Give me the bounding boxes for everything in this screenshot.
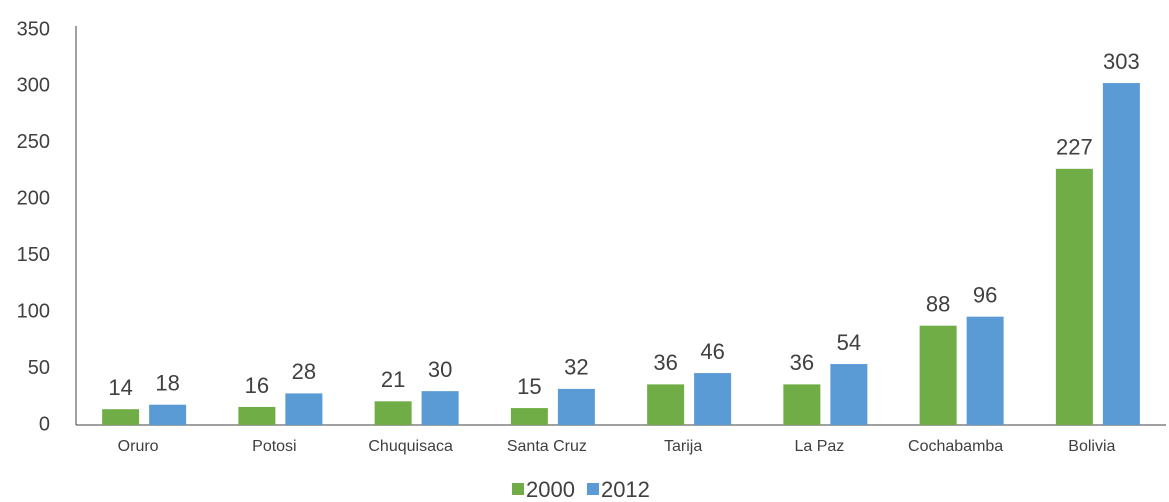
bar [557,388,595,425]
y-tick-label: 350 [17,18,50,40]
value-label: 21 [381,367,405,392]
legend-swatch [512,483,524,495]
x-tick-label: Cochabamba [908,438,1003,455]
y-tick-label: 100 [17,300,50,322]
bar [149,404,187,425]
bar [1102,83,1140,426]
value-label: 227 [1056,135,1093,160]
bar [285,393,323,425]
bar [694,373,732,425]
value-label: 16 [245,373,269,398]
value-label: 88 [926,291,950,316]
value-label: 28 [292,359,316,384]
bar [647,384,685,425]
value-label: 15 [517,374,541,399]
x-tick-label: Santa Cruz [507,438,587,455]
value-label: 18 [155,370,179,395]
x-tick-label: Chuquisaca [368,438,453,455]
bar [966,316,1004,425]
bar [421,391,459,425]
value-label: 36 [790,350,814,375]
value-label: 303 [1103,49,1140,74]
bar [830,364,868,425]
x-tick-label: La Paz [794,438,844,455]
value-label: 14 [108,375,132,400]
legend-label: 2000 [526,477,575,502]
bar [783,384,821,425]
bar [1055,168,1093,426]
legend-swatch [586,483,599,495]
y-tick-label: 250 [17,131,50,153]
value-label: 46 [700,339,724,364]
bar [102,409,140,425]
y-tick-label: 150 [17,244,50,266]
x-tick-label: Oruro [118,438,159,455]
x-tick-label: Tarija [664,438,702,455]
bar [510,408,548,425]
bar [919,325,957,425]
y-tick-label: 0 [39,413,50,435]
value-label: 54 [837,330,861,355]
y-tick-label: 200 [17,188,50,210]
bar [374,401,412,425]
bar [238,406,276,425]
y-tick-label: 50 [28,357,50,379]
x-tick-label: Potosi [252,438,296,455]
value-label: 96 [973,282,997,307]
y-tick-label: 300 [17,75,50,97]
x-tick-label: Bolivia [1068,438,1115,455]
legend-label: 2012 [601,477,650,502]
value-label: 30 [428,357,452,382]
value-label: 36 [653,350,677,375]
value-label: 32 [564,355,588,380]
